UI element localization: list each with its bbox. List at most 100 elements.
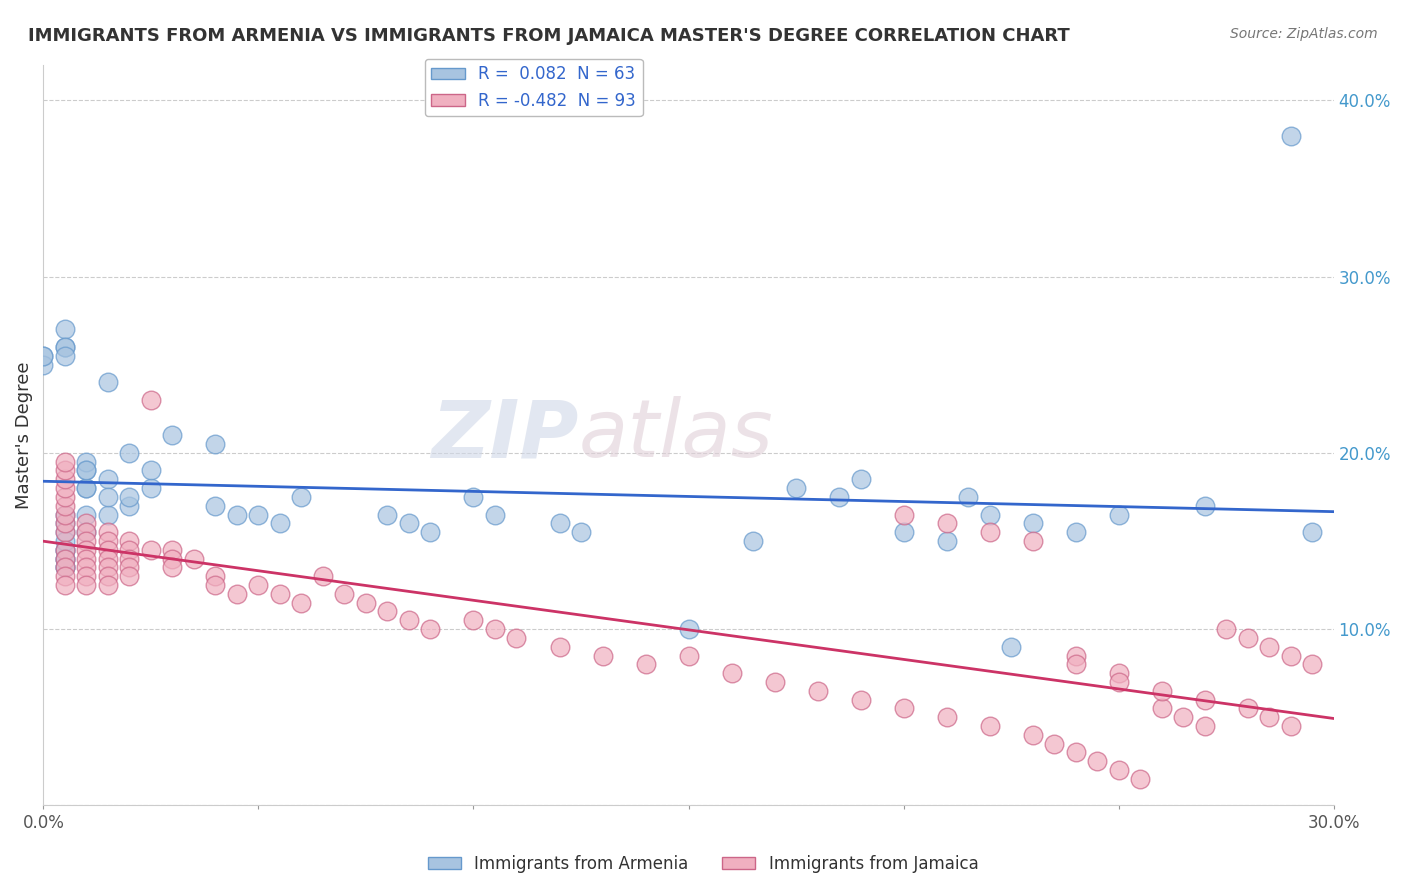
Point <box>505 631 527 645</box>
Point <box>75 525 97 540</box>
Point <box>979 525 1001 540</box>
Point <box>204 437 226 451</box>
Point <box>204 569 226 583</box>
Point <box>548 640 571 654</box>
Point <box>53 533 76 548</box>
Point <box>569 525 592 540</box>
Point <box>979 508 1001 522</box>
Point <box>53 455 76 469</box>
Point <box>893 508 915 522</box>
Point <box>53 560 76 574</box>
Point <box>53 340 76 354</box>
Point <box>1194 499 1216 513</box>
Text: ZIP: ZIP <box>432 396 579 475</box>
Point <box>75 463 97 477</box>
Point <box>592 648 614 663</box>
Point <box>139 392 162 407</box>
Point <box>97 533 120 548</box>
Point <box>53 560 76 574</box>
Point <box>247 578 270 592</box>
Point <box>1150 683 1173 698</box>
Point <box>1279 719 1302 733</box>
Point <box>1194 719 1216 733</box>
Point <box>678 648 700 663</box>
Point <box>849 472 872 486</box>
Point <box>32 349 55 363</box>
Point <box>53 551 76 566</box>
Point <box>1258 710 1281 724</box>
Legend: Immigrants from Armenia, Immigrants from Jamaica: Immigrants from Armenia, Immigrants from… <box>420 848 986 880</box>
Point <box>53 578 76 592</box>
Point <box>1258 640 1281 654</box>
Point <box>1236 701 1258 715</box>
Point <box>419 525 441 540</box>
Point <box>75 455 97 469</box>
Point <box>75 508 97 522</box>
Point <box>935 533 957 548</box>
Point <box>893 525 915 540</box>
Point <box>269 516 291 531</box>
Point <box>1108 763 1130 777</box>
Point <box>204 499 226 513</box>
Text: IMMIGRANTS FROM ARMENIA VS IMMIGRANTS FROM JAMAICA MASTER'S DEGREE CORRELATION C: IMMIGRANTS FROM ARMENIA VS IMMIGRANTS FR… <box>28 27 1070 45</box>
Point <box>75 551 97 566</box>
Point <box>53 551 76 566</box>
Point <box>1021 533 1043 548</box>
Point <box>53 551 76 566</box>
Y-axis label: Master's Degree: Master's Degree <box>15 361 32 509</box>
Point <box>893 701 915 715</box>
Point <box>53 508 76 522</box>
Point <box>828 490 851 504</box>
Point <box>377 605 399 619</box>
Point <box>75 560 97 574</box>
Point <box>162 428 184 442</box>
Point <box>139 542 162 557</box>
Point <box>118 533 141 548</box>
Point <box>398 516 420 531</box>
Point <box>97 490 120 504</box>
Point <box>97 569 120 583</box>
Point <box>75 516 97 531</box>
Point <box>1064 525 1087 540</box>
Point <box>32 349 55 363</box>
Point <box>97 472 120 486</box>
Point <box>53 349 76 363</box>
Point <box>548 516 571 531</box>
Point <box>634 657 657 672</box>
Point <box>162 542 184 557</box>
Point <box>785 481 807 495</box>
Point <box>53 472 76 486</box>
Point <box>97 542 120 557</box>
Point <box>118 569 141 583</box>
Point <box>32 358 55 372</box>
Point <box>75 578 97 592</box>
Point <box>957 490 980 504</box>
Point <box>269 587 291 601</box>
Point <box>75 481 97 495</box>
Point <box>742 533 765 548</box>
Point <box>118 446 141 460</box>
Point <box>1000 640 1022 654</box>
Point <box>118 542 141 557</box>
Point <box>1085 754 1108 768</box>
Point <box>53 322 76 336</box>
Point <box>1021 728 1043 742</box>
Point <box>75 463 97 477</box>
Point <box>226 587 249 601</box>
Point <box>118 560 141 574</box>
Point <box>935 516 957 531</box>
Point <box>53 516 76 531</box>
Point <box>97 525 120 540</box>
Point <box>53 490 76 504</box>
Point <box>53 542 76 557</box>
Point <box>53 499 76 513</box>
Point <box>247 508 270 522</box>
Point <box>935 710 957 724</box>
Point <box>290 490 312 504</box>
Point <box>1215 622 1237 636</box>
Point <box>53 542 76 557</box>
Point <box>75 481 97 495</box>
Point <box>183 551 205 566</box>
Point <box>290 596 312 610</box>
Point <box>1301 657 1323 672</box>
